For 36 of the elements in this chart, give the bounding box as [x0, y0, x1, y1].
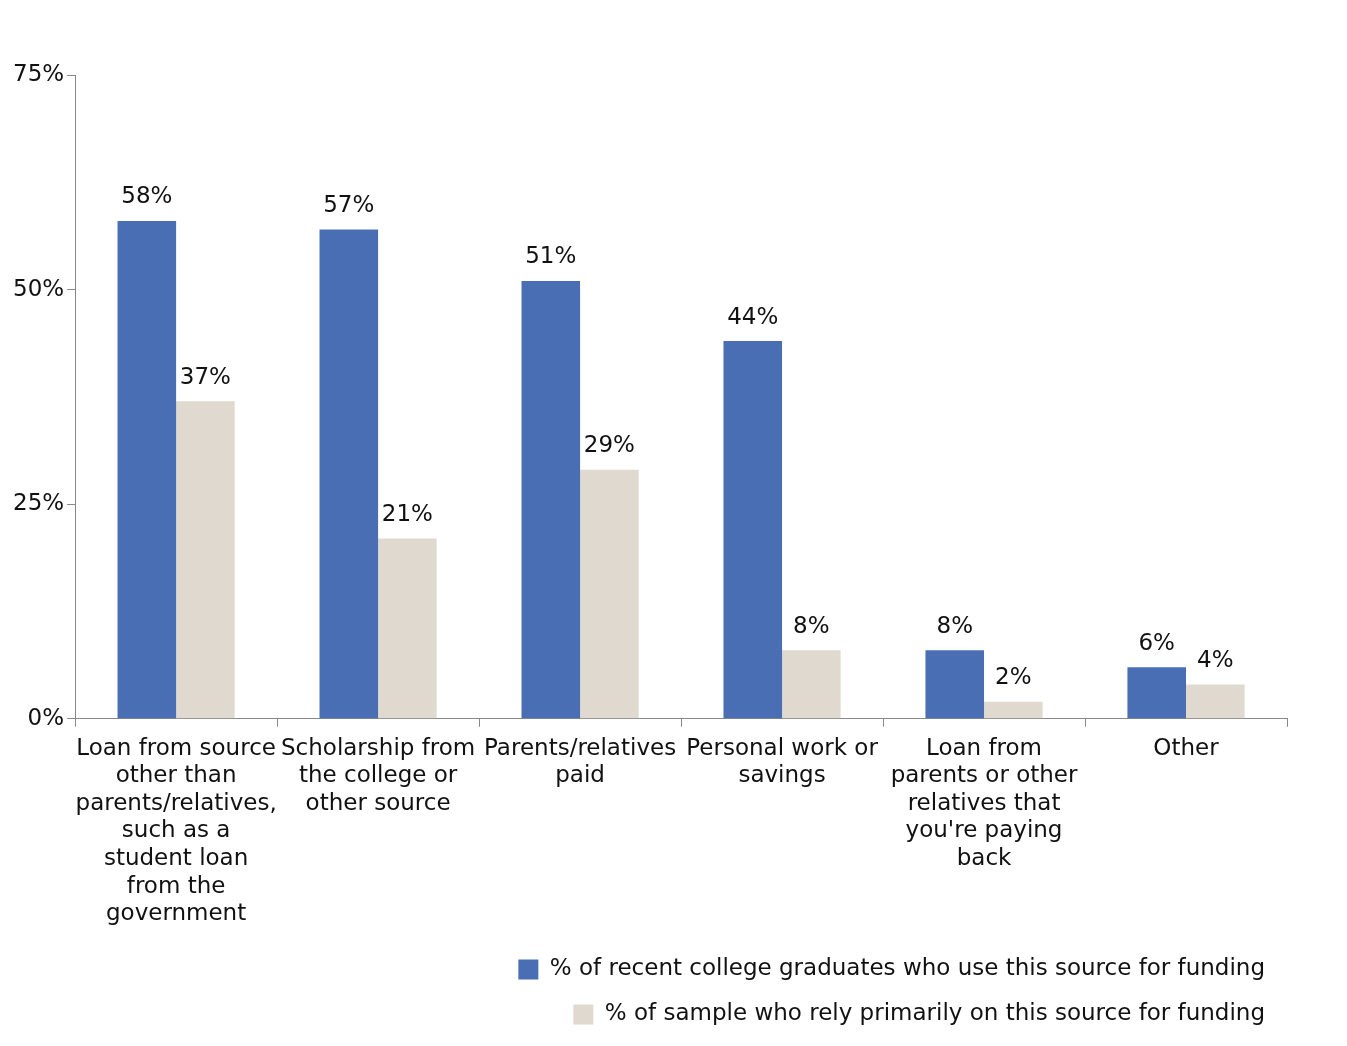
- data-label: 57%: [323, 190, 375, 217]
- bar: [723, 341, 783, 719]
- x-tick-label: Loan from parents or other relatives that you're paying back: [890, 733, 1078, 870]
- data-label: 51%: [525, 242, 577, 269]
- x-tick-label: Personal work or savings: [686, 733, 879, 788]
- bar: [782, 650, 841, 719]
- y-tick-label: 25%: [13, 489, 65, 516]
- bar: [378, 538, 437, 719]
- x-tick-label: Parents/relatives paid: [484, 733, 677, 788]
- data-label: 8%: [936, 611, 973, 638]
- legend-label: % of sample who rely primarily on this source for funding: [604, 999, 1266, 1026]
- data-label: 44%: [727, 302, 779, 329]
- data-label: 29%: [583, 431, 635, 458]
- bar: [176, 401, 235, 719]
- bar: [580, 469, 639, 719]
- x-tick-label: Other: [1153, 733, 1220, 760]
- data-label: 6%: [1138, 628, 1175, 655]
- bar: [925, 650, 985, 719]
- bar: [521, 281, 581, 719]
- bar: [117, 220, 177, 719]
- data-label: 4%: [1197, 645, 1234, 672]
- data-label: 21%: [381, 500, 433, 526]
- data-label: 2%: [995, 663, 1032, 690]
- bar: [1127, 667, 1187, 719]
- y-tick-label: 0%: [27, 703, 65, 730]
- legend-label: % of recent college graduates who use this source for funding: [549, 954, 1265, 981]
- y-tick-label: 75%: [13, 59, 65, 86]
- x-tick-label: Loan from source other than parents/relatives, such as a student loan from the government: [75, 733, 277, 926]
- bar: [1186, 684, 1245, 719]
- x-tick-label: Scholarship from the college or other source: [280, 733, 476, 815]
- data-label: 8%: [793, 611, 830, 638]
- data-label: 37%: [179, 362, 231, 389]
- bar: [984, 701, 1043, 719]
- data-label: 58%: [121, 182, 173, 209]
- y-tick-label: 50%: [13, 274, 65, 301]
- bar: [319, 229, 379, 719]
